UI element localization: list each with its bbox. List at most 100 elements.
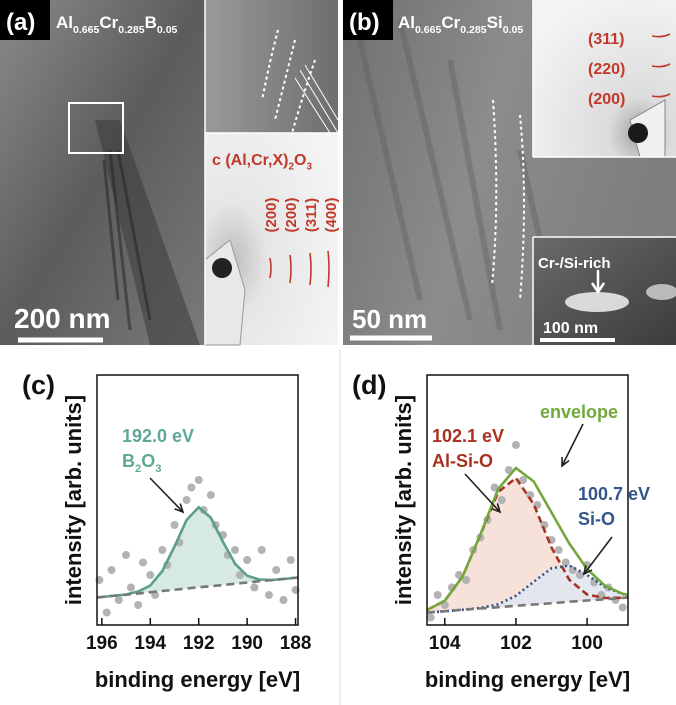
data-point (497, 496, 506, 504)
fit-curve (96, 505, 299, 599)
data-point (433, 591, 442, 599)
data-point (561, 558, 570, 567)
text-part: B (122, 451, 135, 471)
subscript: 0.05 (157, 24, 178, 36)
data-point (158, 546, 167, 554)
data-point (107, 566, 116, 574)
lamella-band (95, 120, 200, 345)
data-point (146, 571, 155, 579)
data-point (206, 491, 215, 499)
streaks (102, 149, 152, 331)
subscript: 2 (288, 161, 294, 172)
data-point (243, 556, 252, 564)
text-part: envelope (540, 402, 618, 422)
data-point (250, 583, 259, 592)
data-point (170, 521, 179, 529)
composition: Al0.665Cr0.285B0.05 (56, 13, 178, 36)
streaks (357, 19, 563, 331)
data-point (257, 546, 266, 554)
subscript: 3 (306, 161, 312, 172)
data-point (182, 496, 191, 504)
scale-label: 100 nm (543, 320, 598, 337)
label-box (0, 0, 50, 40)
data-point (426, 613, 435, 622)
y-axis-label: intensity [arb. units] (61, 395, 86, 605)
text-part: O (141, 451, 155, 471)
data-point (272, 566, 281, 574)
peak-area (97, 507, 298, 598)
rich-region (565, 292, 629, 312)
text-part: c (Al,Cr,X) (212, 152, 288, 169)
text-part: Al (398, 13, 415, 32)
dashed-guides (491, 99, 525, 301)
annotation: B2O3 (122, 451, 161, 475)
micrograph-inset (205, 0, 338, 133)
plot-frame (426, 374, 629, 626)
data-point (235, 571, 244, 579)
composition: Al0.665Cr0.285Si0.05 (398, 13, 523, 36)
text-part: Al (56, 13, 73, 32)
text-part: 102.1 eV (432, 426, 504, 446)
peak-area (427, 478, 628, 613)
data-point (519, 476, 528, 484)
subscript: 0.665 (415, 24, 441, 36)
annotation-arrow (582, 536, 613, 576)
x-axis-label: binding energy [eV] (95, 667, 300, 692)
text-part: 100.7 eV (578, 484, 650, 504)
annotation: 102.1 eV (432, 426, 504, 446)
text-part: Si-O (578, 509, 615, 529)
panel-label: (d) (352, 370, 386, 400)
data-point (194, 476, 203, 484)
data-point (264, 591, 273, 599)
reflection-label: (311) (303, 198, 320, 232)
data-point (139, 558, 148, 567)
x-tick-label: 100 (571, 633, 603, 654)
x-tick-label: 190 (231, 633, 263, 654)
subscript: 0.05 (503, 24, 524, 36)
x-tick-label: 104 (429, 633, 461, 654)
reflection-label: (400) (323, 197, 340, 232)
subscript: 2 (135, 463, 141, 475)
arrow (590, 270, 606, 295)
text-part: B (145, 13, 157, 32)
dashed-guides (261, 29, 316, 134)
text-part: Cr (441, 13, 460, 32)
data-point (231, 546, 240, 554)
x-tick-label: 194 (134, 633, 166, 654)
zoom-box (68, 102, 124, 154)
text-part: 192.0 eV (122, 426, 194, 446)
panel-label: (c) (22, 370, 55, 400)
x-tick-label: 188 (280, 633, 312, 654)
label-box (343, 0, 393, 40)
data-point (511, 441, 520, 449)
data-point (102, 608, 111, 617)
annotation-arrow (464, 473, 502, 514)
inset-label: Cr-/Si-rich (538, 255, 611, 272)
rich-region (646, 284, 676, 300)
data-point (554, 546, 563, 554)
annotation: envelope (540, 402, 618, 422)
text-part: Al-Si-O (432, 451, 493, 471)
annotation: Si-O (578, 509, 615, 529)
annotation-arrow (561, 423, 584, 468)
x-tick-label: 192 (183, 633, 215, 654)
reflection-label: (200) (283, 197, 300, 232)
subscript: 0.665 (73, 24, 99, 36)
subscript: 0.285 (460, 24, 486, 36)
scale-label: 50 nm (352, 304, 427, 334)
reflection-label: (200) (588, 91, 625, 108)
central-spot (212, 258, 232, 278)
data-point (126, 583, 135, 592)
subscript: 0.285 (118, 24, 144, 36)
y-axis-label: intensity [arb. units] (391, 395, 416, 605)
reflection-label: (311) (588, 31, 624, 48)
data-point (122, 551, 131, 559)
data-point (618, 603, 627, 612)
annotation: 192.0 eV (122, 426, 194, 446)
ring-markers (269, 250, 330, 288)
annotation-arrow (149, 477, 185, 514)
plot-frame (96, 374, 299, 626)
panel-label: (b) (349, 9, 380, 36)
annotation: Al-Si-O (432, 451, 493, 471)
